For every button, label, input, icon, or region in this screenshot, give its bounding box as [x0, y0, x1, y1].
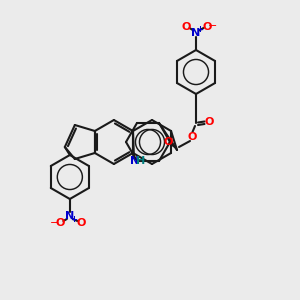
- Text: O: O: [202, 22, 212, 32]
- Text: O: O: [55, 218, 64, 228]
- Text: O: O: [76, 218, 86, 228]
- Text: +: +: [196, 25, 203, 34]
- Text: O: O: [163, 137, 173, 147]
- Text: −: −: [50, 218, 59, 228]
- Text: H: H: [136, 156, 146, 166]
- Text: O: O: [181, 22, 191, 32]
- Text: O: O: [187, 132, 197, 142]
- Text: N: N: [191, 28, 201, 38]
- Text: N: N: [65, 211, 74, 221]
- Text: N: N: [130, 156, 140, 166]
- Text: +: +: [70, 214, 77, 224]
- Text: −: −: [208, 21, 217, 31]
- Text: O: O: [204, 117, 214, 127]
